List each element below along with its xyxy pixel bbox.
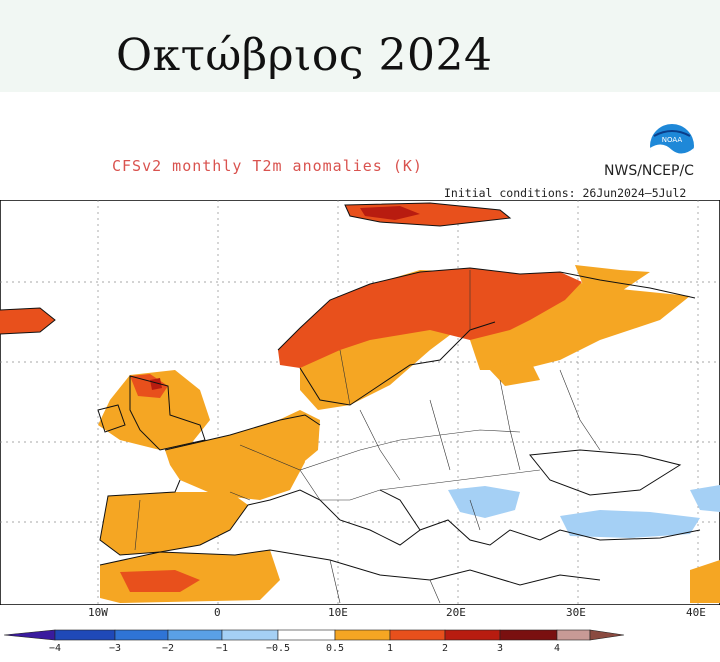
colorbar <box>3 629 625 641</box>
colorbar-tick: −2 <box>161 643 175 654</box>
anomaly-region-caucasus <box>690 485 720 512</box>
anomaly-region-middle-east <box>690 560 720 603</box>
anomaly-region-benelux-germany <box>268 410 320 465</box>
colorbar-segment <box>589 629 625 641</box>
border-pyrenees <box>229 491 251 501</box>
coastline-greece-turkey <box>419 519 701 546</box>
noaa-logo: NOAA <box>650 124 694 170</box>
coastline-svalbard <box>344 202 512 227</box>
border-norway-sweden <box>339 349 351 406</box>
colorbar-tick: −3 <box>108 643 122 654</box>
initial-conditions-label: Initial conditions: 26Jun2024–5Jul2 <box>444 186 687 200</box>
agency-label: NWS/NCEP/C <box>604 163 694 179</box>
coastline-iceland <box>0 307 56 335</box>
colorbar-tick: 4 <box>553 643 561 654</box>
anomaly-2-3 <box>150 206 420 390</box>
border-ukraine <box>499 379 521 471</box>
colorbar-segment <box>114 629 169 641</box>
colorbar-segment <box>167 629 223 641</box>
banner-title: Οκτώβριος 2024 <box>116 30 493 81</box>
country-borders <box>134 270 601 604</box>
coastline-arctic <box>277 267 696 351</box>
anomaly-map <box>0 200 720 605</box>
coastline-baltic <box>299 321 496 406</box>
coastline-mediterranean-north <box>99 479 421 556</box>
coastline-north-sea <box>164 414 321 451</box>
lon-label-10e: 10E <box>328 606 348 619</box>
anomaly-region-baltic <box>488 360 540 386</box>
anomaly-region-svalbard-core <box>360 206 420 220</box>
border-russia <box>559 369 601 451</box>
coastline-britain <box>129 375 206 451</box>
anomaly-region-scotland-core <box>150 378 162 390</box>
coastline-ireland <box>97 404 126 433</box>
lon-label-0: 0 <box>214 606 221 619</box>
colorbar-tick: −0.5 <box>265 643 291 654</box>
chart-title: CFSv2 monthly T2m anomalies (K) <box>112 157 423 175</box>
border-balkans <box>469 499 481 531</box>
colorbar-tick: −4 <box>48 643 62 654</box>
colorbar-tick: −1 <box>215 643 229 654</box>
anomaly-region-norway-sweden <box>278 268 582 368</box>
colorbar-segment <box>54 629 116 641</box>
colorbar-segment <box>334 629 391 641</box>
lon-label-20e: 20E <box>446 606 466 619</box>
title-banner: Οκτώβριος 2024 <box>0 0 720 92</box>
logo-text: NOAA <box>662 136 683 144</box>
border-central-2 <box>299 469 541 501</box>
border-central-1 <box>239 429 521 471</box>
anomaly-neg <box>448 485 720 538</box>
border-germany-poland <box>359 409 401 481</box>
colorbar-segment <box>444 629 501 641</box>
border-africa-1 <box>329 559 341 604</box>
anomaly-region-balkans <box>448 486 520 518</box>
border-poland-east <box>429 399 451 471</box>
colorbar-segment <box>3 629 56 641</box>
colorbar-tick: 3 <box>496 643 504 654</box>
border-africa-2 <box>429 579 441 604</box>
colorbar-tick: 2 <box>441 643 449 654</box>
colorbar-segments <box>3 629 625 641</box>
colorbar-tick: 0.5 <box>325 643 345 654</box>
colorbar-segment <box>556 629 591 641</box>
colorbar-segment <box>389 629 446 641</box>
colorbar-segment <box>221 629 279 641</box>
coastlines <box>0 202 701 586</box>
logo-wave <box>650 144 694 170</box>
lon-label-30e: 30E <box>566 606 586 619</box>
anomaly-region-morocco <box>120 570 200 592</box>
coastline-north-africa <box>99 549 601 586</box>
lon-label-10w: 10W <box>88 606 108 619</box>
anomaly-region-turkey <box>560 510 700 538</box>
lon-label-40e: 40E <box>686 606 706 619</box>
colorbar-segment <box>499 629 558 641</box>
colorbar-tick: 1 <box>386 643 394 654</box>
anomaly-region-france <box>165 420 305 500</box>
anomaly-region-ireland-uk <box>98 370 210 450</box>
anomaly-region-iceland <box>0 308 55 334</box>
colorbar-segment <box>277 629 336 641</box>
coastline-black-sea <box>529 449 682 496</box>
logo-arc <box>653 130 691 137</box>
border-portugal <box>134 499 141 551</box>
anomaly-region-kola <box>575 265 650 292</box>
